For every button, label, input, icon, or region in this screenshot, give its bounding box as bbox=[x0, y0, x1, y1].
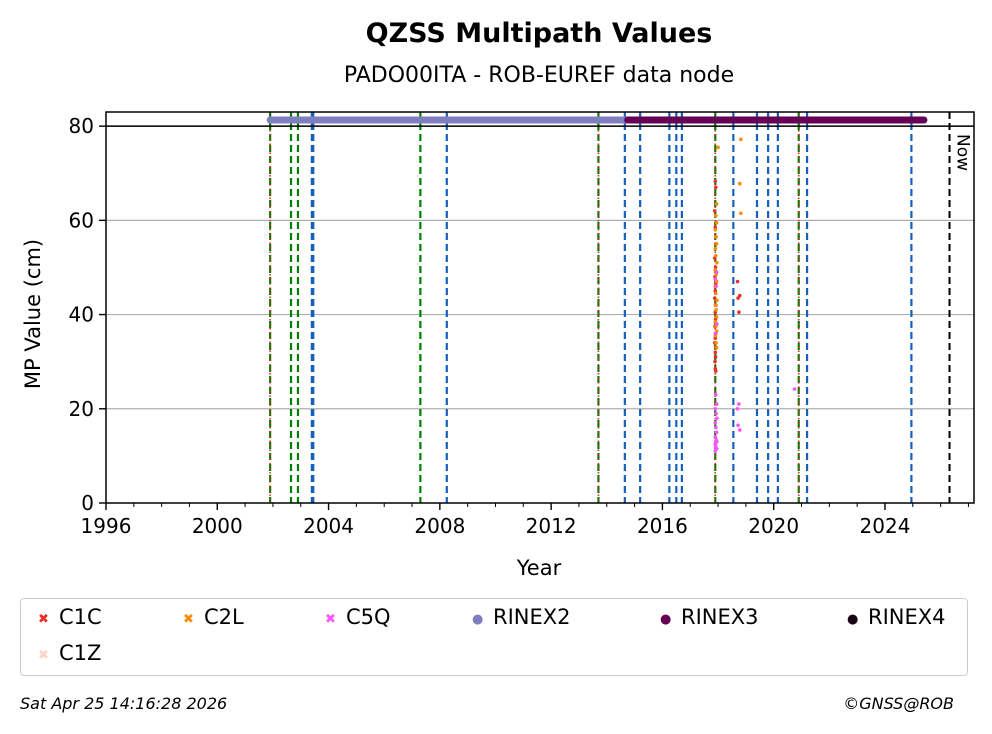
data-point-c5q bbox=[714, 402, 719, 406]
data-point-c5q bbox=[735, 406, 740, 411]
y-tick-label: 60 bbox=[69, 208, 94, 232]
data-point-c2l bbox=[713, 246, 718, 251]
data-point-c2l bbox=[714, 291, 718, 296]
axes-frame bbox=[105, 111, 975, 504]
data-point-c5q bbox=[736, 423, 740, 428]
legend-marker-c2l: ✖ bbox=[183, 612, 194, 627]
data-point-c2l bbox=[716, 145, 720, 150]
data-point-c2l bbox=[714, 235, 718, 239]
x-tick-label: 2000 bbox=[192, 514, 243, 538]
data-point-c5q bbox=[714, 430, 719, 435]
chart-title: QZSS Multipath Values bbox=[366, 18, 713, 49]
data-point-c5q bbox=[737, 402, 741, 406]
data-point-c2l bbox=[714, 213, 718, 218]
data-point-c2l bbox=[715, 298, 719, 303]
x-tick-label: 2004 bbox=[303, 514, 354, 538]
data-point-c2l bbox=[714, 220, 719, 225]
legend-label-c1c: C1C bbox=[59, 605, 102, 629]
multipath-chart: QZSS Multipath Values PADO00ITA - ROB-EU… bbox=[21, 18, 975, 580]
data-point-c2l bbox=[713, 227, 718, 232]
data-point-c2l bbox=[739, 211, 743, 216]
legend-marker-c1c: ✖ bbox=[38, 612, 49, 627]
legend-label-c1z: C1Z bbox=[59, 641, 102, 665]
x-axis-label: Year bbox=[516, 556, 562, 580]
x-tick-label: 2020 bbox=[748, 514, 799, 538]
data-point-c5q bbox=[713, 449, 718, 453]
data-point-c5q bbox=[715, 416, 719, 421]
y-tick-label: 40 bbox=[69, 303, 94, 327]
data-point-c2l bbox=[714, 242, 719, 246]
x-tick-label: 1996 bbox=[81, 514, 132, 538]
data-point-c5q bbox=[714, 270, 719, 274]
legend-label-rinex2: RINEX2 bbox=[493, 605, 571, 629]
data-point-c5q bbox=[713, 331, 718, 336]
data-point-c1c bbox=[713, 359, 717, 364]
data-point-c5q bbox=[713, 421, 718, 425]
data-point-c5q bbox=[713, 277, 718, 282]
legend-marker-rinex2: ● bbox=[472, 612, 484, 627]
x-tick-label: 2024 bbox=[860, 514, 911, 538]
data-point-c2l bbox=[714, 315, 719, 319]
legend-marker-rinex3: ● bbox=[660, 612, 672, 627]
data-point-c2l bbox=[714, 202, 719, 206]
data-point-c2l bbox=[714, 253, 718, 258]
chart-subtitle: PADO00ITA - ROB-EUREF data node bbox=[344, 63, 734, 88]
data-point-c2l bbox=[714, 308, 718, 312]
data-point-c2l bbox=[714, 341, 718, 345]
data-point-c1c bbox=[735, 279, 740, 284]
data-point-c5q bbox=[792, 387, 797, 391]
data-point-c2l bbox=[713, 303, 718, 307]
x-tick-label: 2012 bbox=[526, 514, 577, 538]
legend: ✖ C1C ✖ C2L ✖ C5Q ● RINEX2 ● RINEX3 ● RI… bbox=[20, 598, 968, 676]
data-point-c5q bbox=[714, 411, 718, 416]
data-point-c1c bbox=[714, 185, 718, 190]
data-point-c2l bbox=[714, 345, 719, 350]
data-point-c2l bbox=[715, 260, 719, 265]
data-point-c5q bbox=[713, 406, 718, 411]
data-point-c1c bbox=[713, 350, 718, 355]
data-point-c2l bbox=[737, 181, 742, 186]
y-axis-label: MP Value (cm) bbox=[21, 239, 45, 389]
legend-label-rinex4: RINEX4 bbox=[868, 605, 946, 629]
footer-timestamp: Sat Apr 25 14:16:28 2026 bbox=[20, 694, 228, 713]
legend-label-c5q: C5Q bbox=[346, 605, 391, 629]
now-label: Now bbox=[953, 134, 973, 171]
y-tick-label: 0 bbox=[81, 491, 94, 515]
legend-marker-rinex4: ● bbox=[847, 612, 859, 627]
legend-marker-c1z: ✖ bbox=[38, 648, 49, 663]
data-point-c1c bbox=[736, 296, 740, 300]
data-point-c2l bbox=[739, 137, 743, 142]
data-point-c5q bbox=[714, 284, 718, 289]
legend-label-rinex3: RINEX3 bbox=[681, 605, 759, 629]
legend-marker-c5q: ✖ bbox=[325, 612, 336, 627]
data-point-c5q bbox=[737, 428, 742, 432]
data-point-c1c bbox=[737, 310, 741, 315]
x-tick-label: 2016 bbox=[637, 514, 688, 538]
data-point-c1c bbox=[713, 355, 718, 359]
x-tick-label: 2008 bbox=[414, 514, 465, 538]
data-point-c5q bbox=[715, 322, 719, 326]
plot-area: Now 1996 2000 2004 2008 2012 2016 2020 2024 0 20 40… bbox=[69, 111, 975, 538]
data-point-c1c bbox=[714, 369, 718, 373]
data-point-c1c bbox=[712, 209, 717, 213]
footer-credit: ©GNSS@ROB bbox=[843, 694, 954, 713]
data-point-c5q bbox=[714, 425, 718, 430]
y-tick-label: 80 bbox=[69, 114, 94, 138]
y-tick-label: 20 bbox=[69, 397, 94, 421]
legend-label-c2l: C2L bbox=[204, 605, 244, 629]
data-point-c5q bbox=[714, 392, 718, 397]
data-point-c1c bbox=[713, 179, 718, 184]
data-point-c1c bbox=[712, 296, 717, 300]
